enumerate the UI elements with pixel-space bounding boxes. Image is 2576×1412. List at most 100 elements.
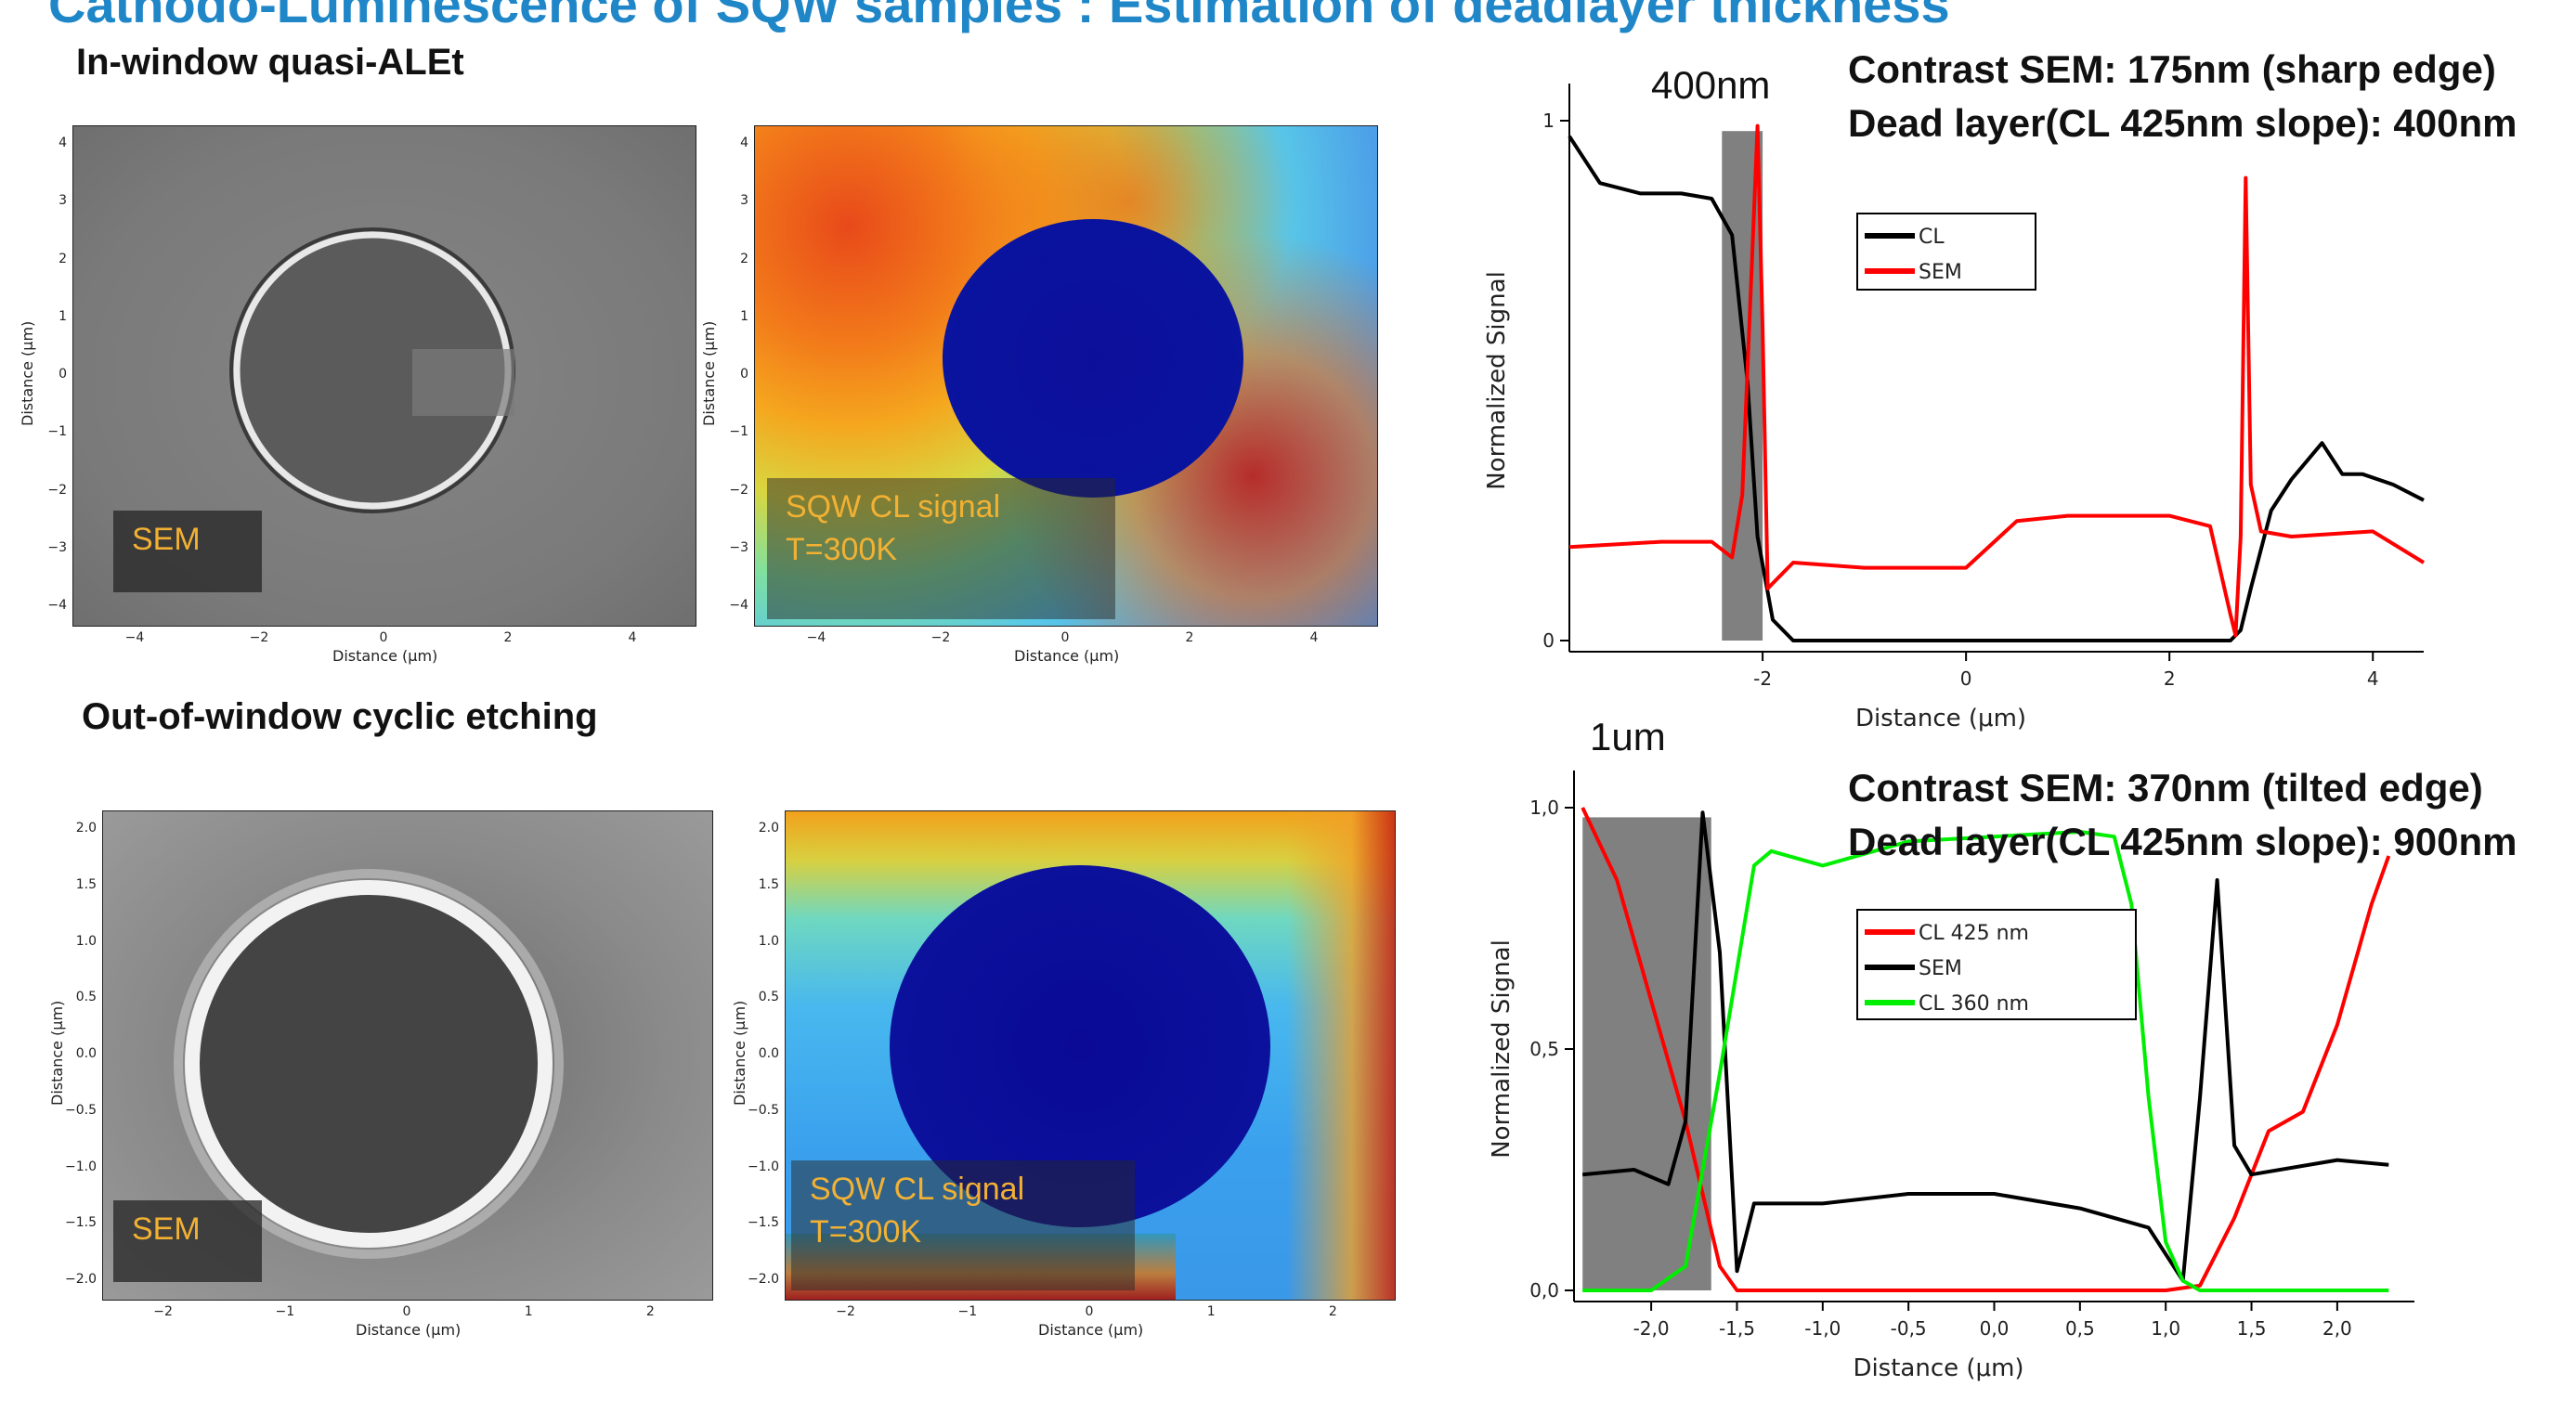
image-x-tick-top-sem: −4	[124, 630, 145, 645]
x-tick-label: -2,0	[1633, 1317, 1670, 1340]
image-y-axis-label-bottom-sem: Distance (μm)	[48, 1000, 66, 1106]
image-x-tick-top-sem: 2	[503, 630, 513, 645]
image-y-tick-top-sem: 1	[59, 308, 67, 324]
image-y-tick-bottom-cl: 2.0	[758, 821, 779, 836]
image-x-tick-top-sem: −2	[249, 630, 269, 645]
image-y-tick-bottom-sem: 2.0	[75, 821, 97, 836]
sem-label-top: SEM	[113, 511, 262, 592]
image-y-tick-top-sem: 2	[59, 251, 67, 266]
image-y-tick-bottom-sem: 1.5	[75, 876, 97, 892]
image-y-tick-bottom-sem: 0.5	[75, 990, 97, 1005]
image-x-tick-bottom-sem: −2	[153, 1304, 173, 1319]
section-header-top: In-window quasi-ALEt	[76, 42, 464, 83]
sem-ring-bottom	[174, 869, 564, 1259]
series-line-1	[1582, 810, 2389, 1283]
image-y-tick-bottom-cl: −1.0	[748, 1159, 779, 1174]
image-x-tick-bottom-cl: −1	[957, 1304, 978, 1319]
image-y-tick-top-cl: −1	[729, 424, 748, 440]
image-x-tick-top-cl: 0	[1060, 630, 1070, 645]
image-y-tick-bottom-cl: 1.0	[758, 933, 779, 949]
cl-label-top: SQW CL signal T=300K	[767, 478, 1115, 619]
image-y-tick-top-cl: 1	[740, 308, 748, 324]
image-x-tick-bottom-cl: 2	[1328, 1304, 1337, 1319]
x-tick-label: 1,5	[2237, 1317, 2267, 1340]
image-x-tick-bottom-sem: −1	[275, 1304, 295, 1319]
section-header-bottom: Out-of-window cyclic etching	[82, 696, 598, 737]
legend-entry: SEM	[1919, 261, 1962, 284]
sem-label-bottom: SEM	[113, 1200, 262, 1282]
image-y-tick-top-sem: −1	[47, 424, 67, 440]
annotation-bottom-deadlayer: Dead layer(CL 425nm slope): 900nm	[1848, 820, 2517, 863]
image-y-tick-top-sem: 4	[59, 136, 67, 150]
series-line-0	[1581, 807, 2391, 1292]
profile-chart-top: -2 0 2 4 0 1 Distance (μm) Normalized Signal CL S…	[1483, 84, 2426, 732]
image-y-tick-top-cl: −3	[729, 539, 748, 555]
legend-entry: CL 360 nm	[1919, 992, 2029, 1016]
page-title: Cathodo-Luminescence of SQW samples : Es…	[48, 0, 1950, 33]
legend-entry: CL 425 nm	[1919, 922, 2029, 945]
y-tick-label: 0,0	[1529, 1279, 1559, 1302]
x-tick-label: -1,0	[1804, 1317, 1841, 1340]
x-tick-label: 4	[2367, 667, 2379, 690]
image-y-tick-bottom-sem: −1.0	[65, 1159, 97, 1174]
image-y-axis-label-bottom-cl: Distance (μm)	[731, 1000, 748, 1106]
annotation-bottom-width: 1um	[1590, 715, 1666, 758]
x-axis-label: Distance (μm)	[1853, 1354, 2023, 1382]
image-x-tick-top-cl: −4	[806, 630, 826, 645]
image-y-axis-label-top-cl: Distance (μm)	[700, 320, 718, 426]
image-x-axis-label-top-sem: Distance (μm)	[332, 647, 438, 665]
profile-chart-bottom: -2,0 -1,5 -1,0 -0,5 0,0 0,5 1,0 1,5 2,0 0,0 0,5 1,0…	[1488, 771, 2414, 1382]
image-x-tick-top-cl: −2	[930, 630, 951, 645]
image-y-tick-top-sem: −4	[47, 598, 67, 613]
sem-image-bottom	[102, 810, 713, 1301]
x-tick-label: 1,0	[2151, 1317, 2180, 1340]
legend: CL SEM	[1856, 213, 2036, 291]
cl-label-top-line1: SQW CL signal	[786, 489, 1001, 525]
shaded-deadlayer-region	[1722, 131, 1763, 641]
x-tick-label: -0,5	[1891, 1317, 1927, 1340]
legend-entry: CL	[1919, 226, 1945, 249]
image-y-tick-top-cl: 4	[740, 136, 748, 150]
shaded-deadlayer-region	[1582, 817, 1711, 1290]
legend-box	[1856, 213, 2036, 291]
x-tick-label: 2	[2164, 667, 2176, 690]
legend: CL 425 nm SEM CL 360 nm	[1856, 909, 2137, 1020]
image-x-axis-label-bottom-sem: Distance (μm)	[356, 1321, 462, 1339]
image-y-tick-top-cl: 0	[740, 367, 748, 382]
image-y-tick-bottom-cl: 0.5	[758, 990, 779, 1005]
cl-label-bottom-line1: SQW CL signal	[810, 1172, 1025, 1207]
image-y-tick-top-sem: 3	[59, 193, 67, 209]
image-x-tick-top-cl: 2	[1185, 630, 1194, 645]
image-x-tick-top-sem: 4	[628, 630, 637, 645]
image-x-axis-label-bottom-cl: Distance (μm)	[1038, 1321, 1144, 1339]
image-y-tick-top-cl: −2	[729, 482, 748, 498]
image-y-tick-bottom-sem: 1.0	[75, 933, 97, 949]
y-tick-label: 1	[1542, 110, 1555, 132]
image-y-tick-bottom-cl: 1.5	[758, 876, 779, 892]
image-x-tick-bottom-cl: −2	[836, 1304, 855, 1319]
image-y-tick-bottom-sem: −2.0	[65, 1272, 97, 1287]
series-line-0	[1568, 135, 2425, 642]
y-tick-label: 0	[1542, 629, 1555, 652]
annotation-top-sem: Contrast SEM: 175nm (sharp edge)	[1848, 47, 2496, 91]
image-x-tick-bottom-sem: 2	[645, 1304, 655, 1319]
x-tick-label: -2	[1753, 667, 1772, 690]
x-tick-label: 2,0	[2322, 1317, 2352, 1340]
y-tick-label: 0,5	[1529, 1038, 1559, 1060]
image-y-tick-bottom-sem: 0.0	[75, 1046, 97, 1061]
legend-entry: SEM	[1919, 957, 1962, 980]
image-y-tick-bottom-sem: −0.5	[65, 1102, 97, 1118]
x-tick-label: 0,5	[2065, 1317, 2095, 1340]
image-x-tick-top-cl: 4	[1309, 630, 1319, 645]
image-y-tick-top-sem: −2	[47, 482, 67, 498]
image-y-tick-top-cl: 2	[740, 251, 748, 266]
image-y-tick-bottom-cl: −0.5	[748, 1102, 779, 1118]
image-y-tick-top-cl: −4	[729, 598, 748, 613]
series-line-1	[1568, 123, 2426, 638]
image-y-tick-bottom-cl: 0.0	[758, 1046, 779, 1061]
sem-ring-top	[229, 227, 515, 513]
image-x-tick-bottom-cl: 1	[1206, 1304, 1216, 1319]
image-x-axis-label-top-cl: Distance (μm)	[1014, 647, 1120, 665]
cl-label-top-line2: T=300K	[786, 532, 898, 567]
annotation-top-deadlayer: Dead layer(CL 425nm slope): 400nm	[1848, 101, 2517, 145]
